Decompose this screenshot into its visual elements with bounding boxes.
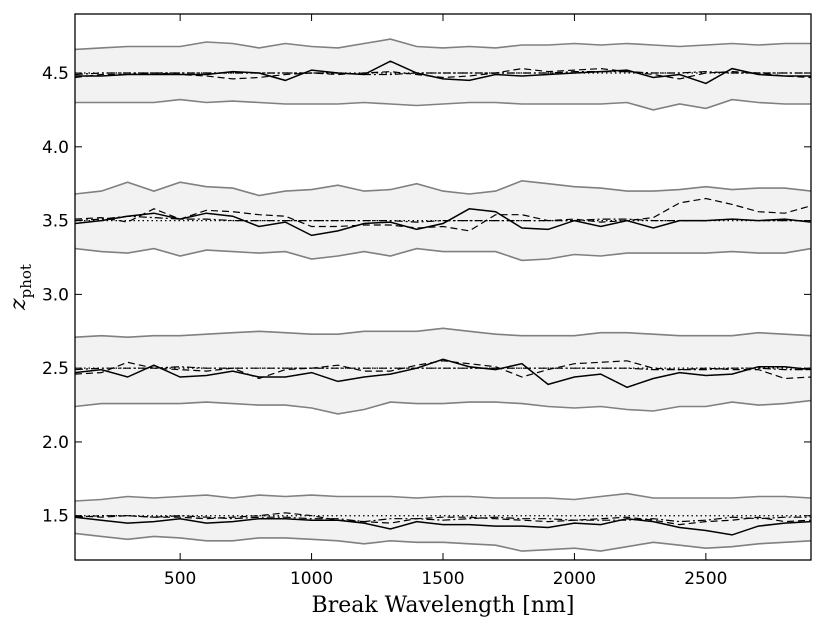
x-tick-label: 1000 — [290, 569, 333, 589]
band-upper-1 — [74, 327, 812, 339]
y-tick-label: 4.5 — [42, 64, 69, 84]
series-solid-2 — [74, 208, 812, 237]
y-tick-label: 4.0 — [42, 138, 69, 158]
x-tick-label: 1500 — [421, 569, 464, 589]
band-upper-2 — [74, 179, 812, 197]
band-lower-1 — [74, 399, 812, 415]
y-tick-label: 2.0 — [42, 433, 69, 453]
axis-tick-labels: 500 1000 1500 2000 2500 1.5 2.0 2.5 3.0 3.5 4.0 4.5 — [42, 64, 728, 589]
y-tick-label: 1.5 — [42, 507, 69, 527]
band-fill-0 — [75, 493, 811, 552]
y-tick-label: 3.0 — [42, 285, 69, 305]
x-tick-label: 2500 — [684, 569, 727, 589]
series-dashdot-0 — [74, 515, 811, 523]
y-axis-label-sub: phot — [17, 264, 35, 298]
uncertainty-bands — [74, 38, 812, 552]
series-dashed-2 — [74, 197, 812, 232]
series-dashdot-1 — [74, 366, 811, 371]
y-tick-label: 2.5 — [42, 359, 69, 379]
band-lower-2 — [74, 247, 812, 262]
band-upper-3 — [74, 38, 811, 51]
band-fill-3 — [75, 39, 811, 110]
truth-lines — [75, 72, 811, 517]
y-axis-label-main: z — [6, 298, 31, 311]
series-solid-3 — [75, 60, 811, 85]
band-lower-3 — [75, 98, 811, 111]
x-axis-label: Break Wavelength [nm] — [312, 593, 575, 618]
y-tick-label: 3.5 — [42, 212, 69, 232]
band-upper-0 — [74, 492, 812, 502]
series-solid-1 — [74, 358, 812, 389]
x-tick-label: 2000 — [553, 569, 596, 589]
band-fill-1 — [75, 328, 811, 414]
y-axis-label: zphot — [6, 264, 35, 311]
series-dashed-0 — [74, 512, 812, 526]
axis-ticks — [75, 14, 811, 560]
band-lower-0 — [74, 532, 812, 552]
x-tick-label: 500 — [164, 569, 196, 589]
series-dashed-1 — [74, 360, 812, 380]
series-dashdot-3 — [74, 70, 811, 76]
series-lines — [74, 60, 812, 536]
series-solid-0 — [74, 516, 812, 536]
